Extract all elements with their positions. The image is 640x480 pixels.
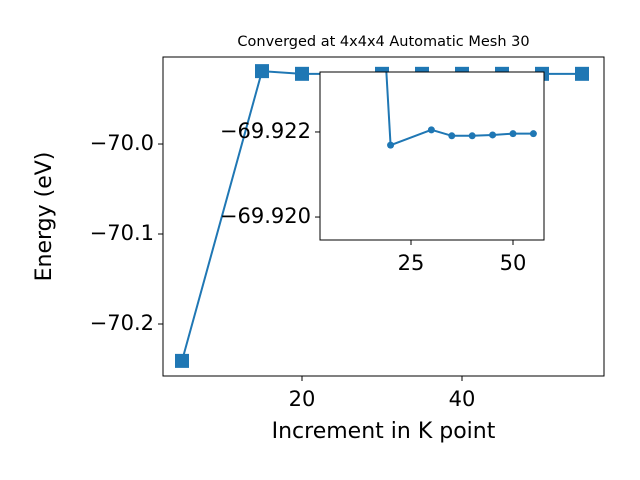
marker bbox=[489, 131, 497, 139]
x-tick-label: 50 bbox=[500, 251, 527, 275]
y-tick-label: −69.920 bbox=[220, 204, 311, 228]
marker bbox=[427, 126, 435, 134]
marker bbox=[387, 141, 395, 149]
x-axis-label: Increment in K point bbox=[272, 419, 496, 444]
axes-frame bbox=[162, 56, 605, 377]
marker bbox=[575, 66, 589, 81]
marker bbox=[509, 130, 517, 138]
axes-frame bbox=[319, 71, 545, 241]
x-tick-label: 40 bbox=[449, 387, 476, 411]
marker bbox=[255, 64, 269, 79]
plot bbox=[385, 72, 537, 149]
y-tick-label: −70.1 bbox=[90, 221, 154, 245]
y-axis-label: Energy (eV) bbox=[32, 152, 57, 282]
marker bbox=[448, 132, 456, 140]
chart-title: Converged at 4x4x4 Automatic Mesh 30 bbox=[237, 34, 529, 50]
marker bbox=[175, 353, 189, 368]
y-tick-label: −70.0 bbox=[90, 131, 154, 155]
marker bbox=[468, 132, 476, 140]
y-tick-label: −69.922 bbox=[220, 119, 311, 143]
x-tick-label: 25 bbox=[398, 251, 425, 275]
y-tick-label: −70.2 bbox=[90, 311, 154, 335]
plot-area bbox=[320, 72, 544, 240]
marker bbox=[529, 130, 537, 138]
x-tick-label: 20 bbox=[289, 387, 316, 411]
marker bbox=[295, 66, 309, 81]
